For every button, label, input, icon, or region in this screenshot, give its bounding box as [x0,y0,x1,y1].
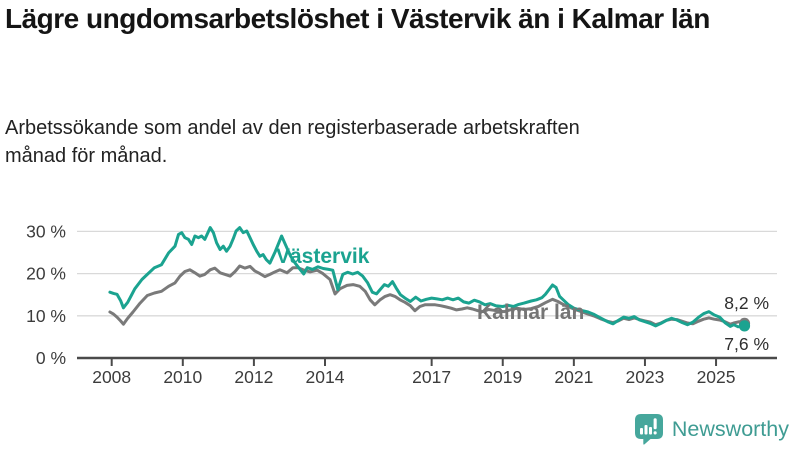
y-axis-tick-label: 20 % [26,264,66,284]
x-axis-tick-label: 2010 [163,367,202,387]
newsworthy-logo-text: Newsworthy [671,416,789,441]
series-line [108,226,746,329]
series-inline-label: Kalmar län [477,301,584,324]
x-axis-tick-label: 2023 [625,367,664,387]
x-axis-tick-label: 2025 [697,367,736,387]
series-inline-label: Västervik [276,245,370,268]
chart-subtitle: Arbetssökande som andel av den registerb… [5,117,580,168]
x-axis-tick-label: 2014 [306,367,345,387]
y-axis-tick-label: 0 % [36,348,66,368]
x-axis-tick-label: 2012 [234,367,273,387]
newsworthy-logo[interactable]: Newsworthy [634,412,789,446]
bar-chart-exclamation-glyph [639,418,657,435]
series-end-dot [738,320,751,332]
x-axis-tick-label: 2021 [554,367,593,387]
x-axis-tick-label: 2017 [412,367,451,387]
y-axis-tick-label: 30 % [26,221,66,241]
page-title: Lägre ungdomsarbetslöshet i Västervik än… [5,3,710,34]
x-axis-tick-label: 2008 [92,367,131,387]
series-end-value-label: 8,2 % [724,293,769,313]
x-axis-tick-label: 2019 [483,367,522,387]
newsworthy-logo-icon [634,414,663,445]
y-axis-tick-label: 10 % [26,306,66,326]
series-end-value-label: 7,6 % [724,334,769,354]
